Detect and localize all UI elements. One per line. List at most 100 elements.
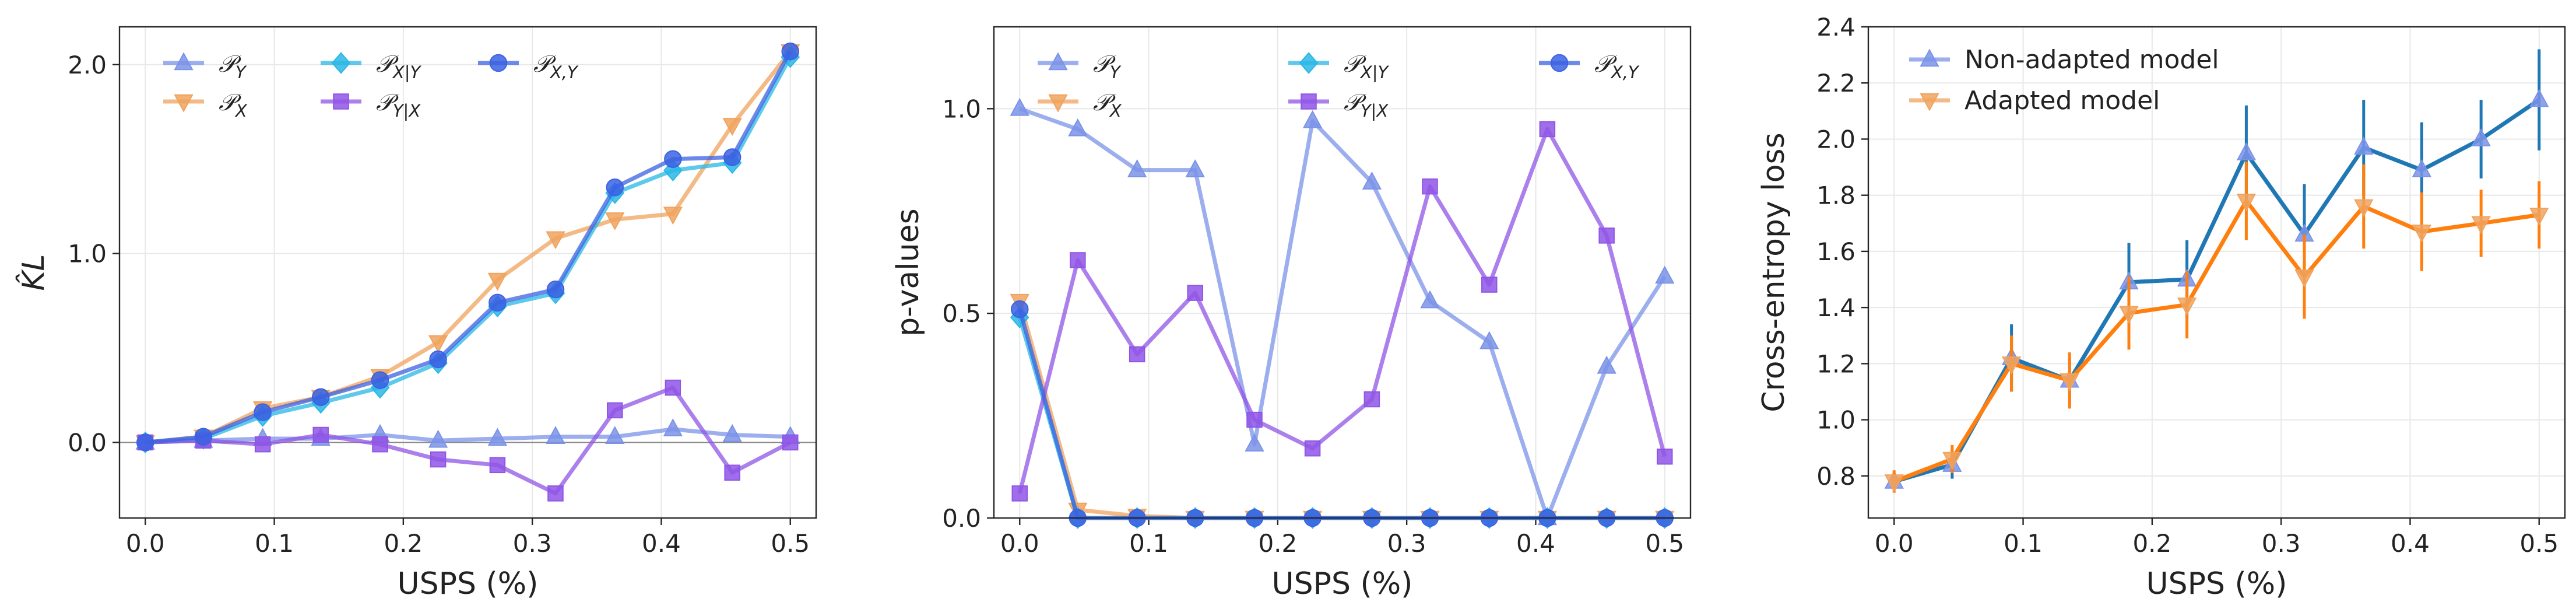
data-point <box>546 231 565 250</box>
series-line <box>1017 309 1665 520</box>
x-axis-title: USPS (%) <box>2146 566 2287 601</box>
series-line <box>1017 317 1665 520</box>
series-line <box>1019 107 1667 520</box>
data-point <box>1481 276 1498 293</box>
x-tick-label: 0.1 <box>1129 529 1168 558</box>
x-tick-label: 0.1 <box>2004 529 2043 558</box>
data-point <box>2294 269 2314 288</box>
data-point <box>136 433 154 452</box>
data-point <box>2354 136 2374 155</box>
data-point <box>428 429 448 448</box>
legend-item: 𝒫Y|X <box>321 89 421 121</box>
y-tick-label: 2.0 <box>1816 125 1855 153</box>
data-point <box>2529 208 2549 226</box>
data-point <box>1655 265 1675 284</box>
y-tick-label: 0.0 <box>68 428 107 457</box>
series-line <box>1893 198 2540 484</box>
data-point <box>546 426 565 444</box>
legend-marker <box>1299 52 1319 74</box>
legend-item: 𝒫Y|X <box>1288 89 1389 121</box>
data-point <box>489 293 507 312</box>
series-line <box>1017 127 1667 494</box>
data-point <box>1304 440 1321 457</box>
legend-label: 𝒫Y <box>219 51 247 82</box>
data-point <box>1656 449 1673 465</box>
data-point <box>1597 355 1616 374</box>
chart-1: 0.0 0.1 0.2 0.3 0.4 0.5 0.0 1.0 2.0 USPS (%) K̂L 𝒫Y… <box>16 26 817 601</box>
data-point <box>1127 159 1147 177</box>
legend-marker <box>1920 93 1939 111</box>
data-point <box>2001 356 2022 374</box>
legend-marker <box>489 54 508 72</box>
legend-marker <box>1048 52 1068 71</box>
data-point <box>487 272 508 291</box>
data-point <box>254 403 272 421</box>
data-point <box>664 150 682 168</box>
series-line <box>1017 300 1665 520</box>
data-point <box>311 388 330 406</box>
data-point <box>1246 411 1263 428</box>
data-point <box>722 424 742 442</box>
data-point <box>1302 110 1323 128</box>
data-point <box>782 434 799 451</box>
data-point <box>429 350 447 369</box>
legend-marker <box>1048 94 1068 113</box>
series-5 <box>1011 300 1674 527</box>
y-tick-label: 1.6 <box>1816 237 1855 266</box>
legend-marker <box>1550 54 1569 72</box>
series-2 <box>1884 161 2549 493</box>
data-point <box>2119 306 2139 324</box>
legend-marker <box>1301 93 1317 110</box>
data-point <box>428 335 448 354</box>
data-point <box>1479 331 1499 349</box>
plot-frame <box>993 26 1692 519</box>
legend-label: 𝒫X,Y <box>1594 51 1640 82</box>
data-point <box>781 42 799 61</box>
x-tick-label: 0.0 <box>1000 529 1039 558</box>
data-point <box>1010 97 1029 116</box>
legend-label: 𝒫X <box>219 89 248 121</box>
x-tick-label: 0.2 <box>2132 529 2171 558</box>
data-point <box>1245 433 1264 452</box>
y-axis-title: Cross-entropy loss <box>1756 132 1791 412</box>
y-tick-label: 1.0 <box>68 240 107 268</box>
x-tick-label: 0.5 <box>2519 529 2559 558</box>
data-point <box>2529 89 2549 107</box>
legend-item: Non-adapted model <box>1909 45 2219 75</box>
data-point <box>2177 298 2197 316</box>
series-5 <box>136 42 799 452</box>
x-tick-label: 0.2 <box>384 529 423 558</box>
data-point <box>1422 178 1438 195</box>
data-point <box>1539 121 1556 138</box>
data-point <box>2412 224 2432 243</box>
legend-item: 𝒫Y <box>1038 51 1122 82</box>
legend-item: 𝒫X|Y <box>321 51 421 82</box>
series-4 <box>1011 121 1673 502</box>
x-tick-label: 0.3 <box>513 529 552 558</box>
data-point <box>2412 159 2432 177</box>
legend-label: Adapted model <box>1964 86 2160 116</box>
y-axis-title: K̂L <box>16 254 51 290</box>
x-tick-label: 0.0 <box>126 529 165 558</box>
data-point <box>1129 346 1145 363</box>
series-1 <box>1010 97 1675 526</box>
legend-item: 𝒫X,Y <box>1539 51 1640 82</box>
data-point <box>722 118 742 136</box>
legend-item: 𝒫X <box>1038 89 1122 121</box>
data-point <box>1598 228 1615 244</box>
data-point <box>1884 474 1904 493</box>
legend-label: 𝒫X|Y <box>1344 51 1389 82</box>
x-tick-label: 0.4 <box>642 529 681 558</box>
data-point <box>2471 128 2491 146</box>
legend-label: 𝒫X,Y <box>533 51 579 82</box>
data-point <box>605 426 625 444</box>
legend-marker <box>174 52 194 71</box>
data-point <box>1187 285 1203 301</box>
data-point <box>1011 300 1029 318</box>
legend-label: 𝒫X <box>1093 89 1122 121</box>
legend-marker <box>174 94 194 113</box>
x-axis-title: USPS (%) <box>1272 566 1413 601</box>
plot-frame <box>1867 26 2566 519</box>
legend-label: 𝒫X|Y <box>376 51 421 82</box>
series-line <box>145 386 792 496</box>
